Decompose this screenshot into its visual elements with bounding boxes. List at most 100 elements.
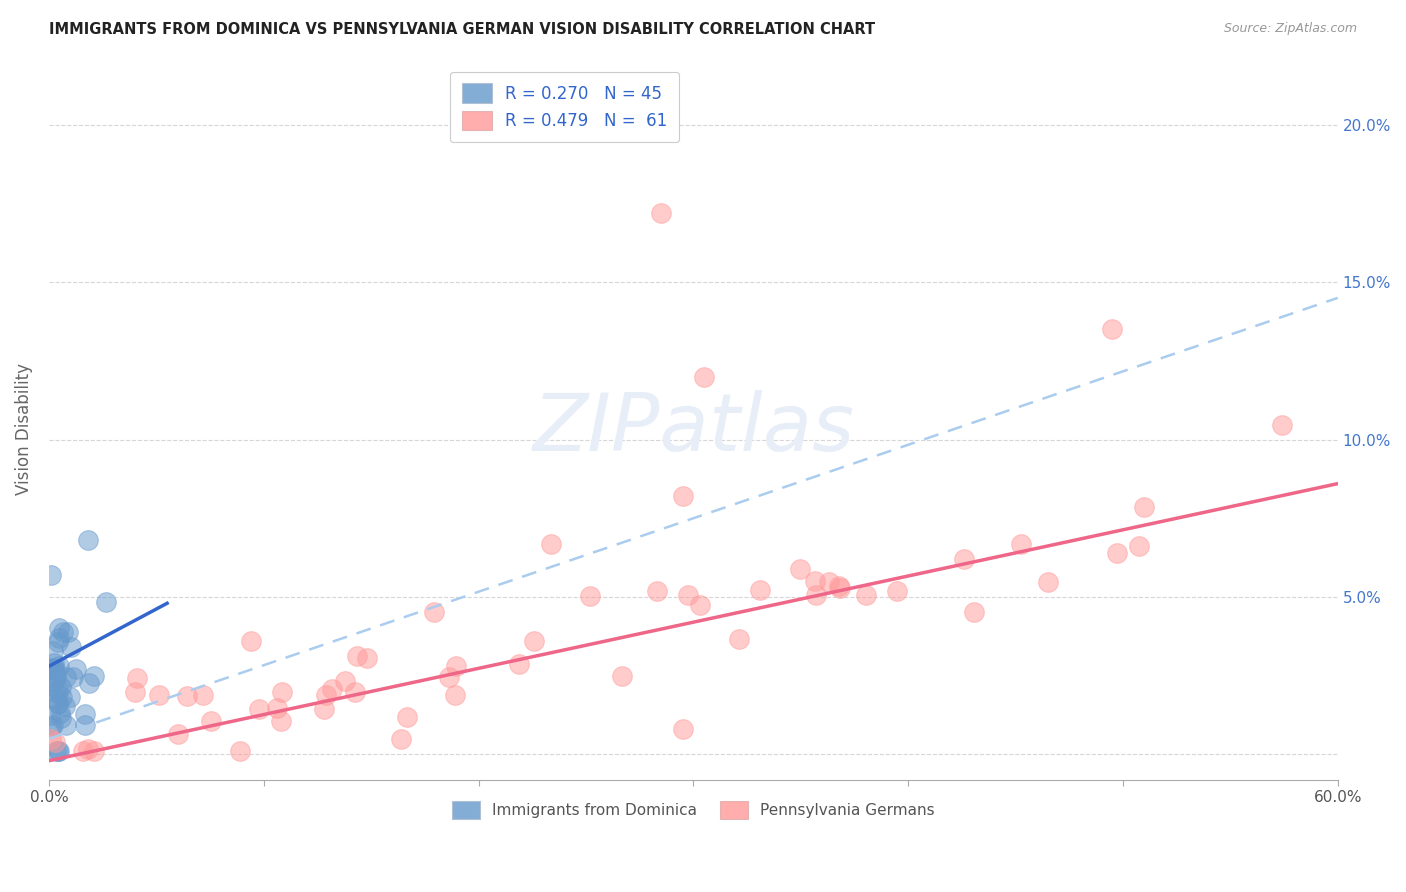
Point <box>804 574 827 588</box>
Point <box>439 670 461 684</box>
Point <box>645 583 668 598</box>
Point <box>689 598 711 612</box>
Legend: Immigrants from Dominica, Pennsylvania Germans: Immigrants from Dominica, Pennsylvania G… <box>446 795 941 824</box>
Point <box>44 735 66 749</box>
Point <box>356 651 378 665</box>
Point <box>676 588 699 602</box>
Point <box>1105 546 1128 560</box>
Point <box>1271 418 1294 433</box>
Point <box>49 680 72 694</box>
Point <box>83 744 105 758</box>
Point <box>830 582 852 596</box>
Point <box>42 675 65 690</box>
Point <box>65 662 87 676</box>
Point <box>46 696 69 710</box>
Point <box>396 709 419 723</box>
Point <box>650 206 672 220</box>
Point <box>45 691 67 706</box>
Point <box>693 369 716 384</box>
Text: Source: ZipAtlas.com: Source: ZipAtlas.com <box>1223 22 1357 36</box>
Point <box>39 568 62 582</box>
Point <box>48 744 70 758</box>
Point <box>191 688 214 702</box>
Point <box>83 669 105 683</box>
Point <box>952 551 974 566</box>
Point <box>124 685 146 699</box>
Point <box>444 659 467 673</box>
Point <box>53 699 76 714</box>
Point <box>48 744 70 758</box>
Point <box>55 670 77 684</box>
Point <box>540 537 562 551</box>
Point <box>1128 539 1150 553</box>
Point <box>200 714 222 728</box>
Point <box>46 682 69 697</box>
Point <box>45 670 67 684</box>
Point <box>343 685 366 699</box>
Point <box>73 706 96 721</box>
Point <box>828 579 851 593</box>
Point <box>247 702 270 716</box>
Point <box>48 631 70 645</box>
Point <box>176 690 198 704</box>
Point <box>49 706 72 720</box>
Point <box>312 702 335 716</box>
Point <box>148 688 170 702</box>
Point <box>167 727 190 741</box>
Point <box>46 634 69 648</box>
Point <box>39 708 62 723</box>
Point <box>728 632 751 646</box>
Point <box>55 717 77 731</box>
Point <box>229 744 252 758</box>
Point <box>321 681 343 696</box>
Point <box>444 689 467 703</box>
Point <box>963 605 986 619</box>
Point <box>748 583 770 598</box>
Point <box>72 744 94 758</box>
Point <box>389 732 412 747</box>
Point <box>77 676 100 690</box>
Point <box>44 662 66 676</box>
Point <box>39 662 62 676</box>
Point <box>45 666 67 681</box>
Point <box>42 662 65 676</box>
Point <box>41 661 63 675</box>
Point <box>1036 575 1059 590</box>
Point <box>1133 500 1156 514</box>
Point <box>39 720 62 734</box>
Point <box>48 621 70 635</box>
Y-axis label: Vision Disability: Vision Disability <box>15 362 32 494</box>
Point <box>804 589 827 603</box>
Point <box>423 605 446 619</box>
Point <box>855 588 877 602</box>
Point <box>578 590 600 604</box>
Point <box>48 659 70 673</box>
Point <box>672 489 695 503</box>
Point <box>886 583 908 598</box>
Point <box>270 714 292 728</box>
Point <box>59 690 82 704</box>
Point <box>76 533 98 548</box>
Point <box>58 625 80 640</box>
Point <box>672 723 695 737</box>
Point <box>62 670 84 684</box>
Point <box>125 671 148 685</box>
Point <box>75 718 97 732</box>
Point <box>266 701 288 715</box>
Point <box>315 688 337 702</box>
Point <box>610 669 633 683</box>
Text: ZIPatlas: ZIPatlas <box>533 390 855 467</box>
Point <box>52 624 75 639</box>
Point <box>42 657 65 671</box>
Point <box>1010 537 1032 551</box>
Point <box>59 640 82 655</box>
Point <box>271 684 294 698</box>
Point <box>39 680 62 694</box>
Point <box>96 595 118 609</box>
Point <box>41 644 63 658</box>
Point <box>51 690 73 704</box>
Text: IMMIGRANTS FROM DOMINICA VS PENNSYLVANIA GERMAN VISION DISABILITY CORRELATION CH: IMMIGRANTS FROM DOMINICA VS PENNSYLVANIA… <box>49 22 876 37</box>
Point <box>49 711 72 725</box>
Point <box>818 574 841 589</box>
Point <box>346 648 368 663</box>
